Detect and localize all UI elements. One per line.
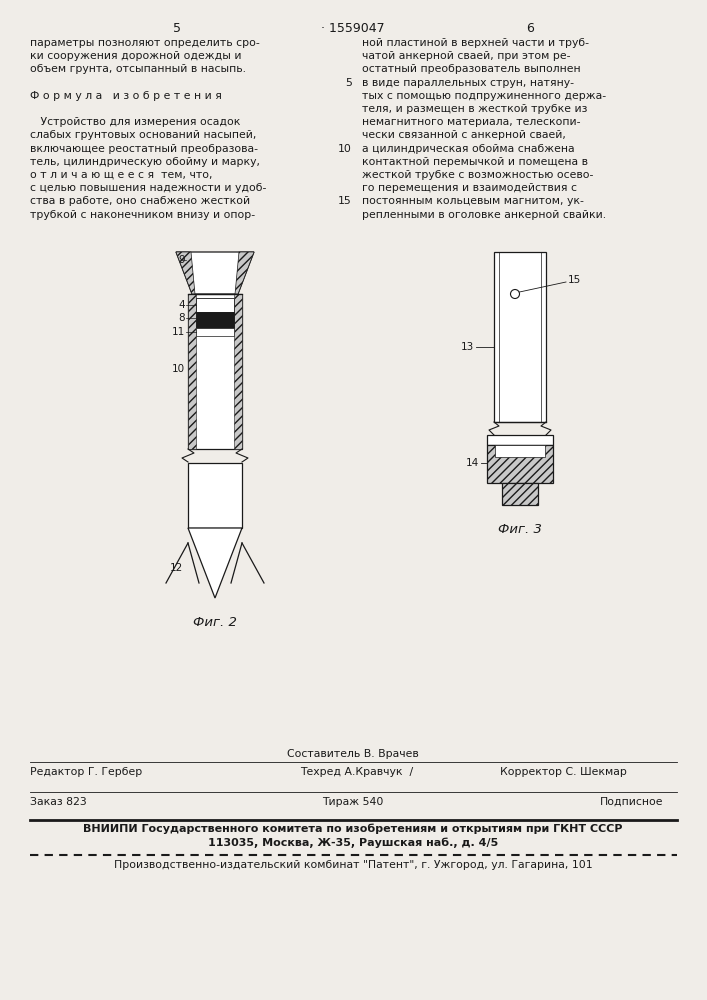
Text: Техред А.Кравчук  /: Техред А.Кравчук / xyxy=(300,767,413,777)
Text: Производственно-издательский комбинат "Патент", г. Ужгород, ул. Гагарина, 101: Производственно-издательский комбинат "П… xyxy=(114,860,592,870)
Polygon shape xyxy=(188,528,242,598)
Text: жесткой трубке с возможностью осево-: жесткой трубке с возможностью осево- xyxy=(362,170,593,180)
Text: ства в работе, оно снабжено жесткой: ства в работе, оно снабжено жесткой xyxy=(30,196,250,206)
Text: 13: 13 xyxy=(461,342,474,352)
Text: Тираж 540: Тираж 540 xyxy=(322,797,384,807)
Polygon shape xyxy=(196,298,234,312)
Text: · 1559047: · 1559047 xyxy=(321,22,385,35)
Polygon shape xyxy=(176,252,195,294)
Text: 10: 10 xyxy=(338,144,352,154)
Text: 5: 5 xyxy=(345,78,352,88)
Text: ки сооружения дорожной одежды и: ки сооружения дорожной одежды и xyxy=(30,51,242,61)
Text: с целью повышения надежности и удоб-: с целью повышения надежности и удоб- xyxy=(30,183,267,193)
Text: Заказ 823: Заказ 823 xyxy=(30,797,87,807)
Polygon shape xyxy=(188,294,242,449)
Text: включающее реостатный преобразова-: включающее реостатный преобразова- xyxy=(30,144,258,154)
Text: ВНИИПИ Государственного комитета по изобретениям и открытиям при ГКНТ СССР: ВНИИПИ Государственного комитета по изоб… xyxy=(83,824,623,834)
Polygon shape xyxy=(487,445,553,483)
Polygon shape xyxy=(196,312,234,328)
Text: чатой анкерной сваей, при этом ре-: чатой анкерной сваей, при этом ре- xyxy=(362,51,571,61)
Text: 10: 10 xyxy=(172,364,185,374)
Text: репленными в оголовке анкерной свайки.: репленными в оголовке анкерной свайки. xyxy=(362,210,606,220)
Polygon shape xyxy=(176,252,254,294)
Text: ной пластиной в верхней части и труб-: ной пластиной в верхней части и труб- xyxy=(362,38,589,48)
Text: го перемещения и взаимодействия с: го перемещения и взаимодействия с xyxy=(362,183,577,193)
Text: Составитель В. Врачев: Составитель В. Врачев xyxy=(287,749,419,759)
Text: параметры позноляют определить сро-: параметры позноляют определить сро- xyxy=(30,38,259,48)
Text: Подписное: Подписное xyxy=(600,797,663,807)
Text: остатный преобразователь выполнен: остатный преобразователь выполнен xyxy=(362,64,580,74)
Text: 6: 6 xyxy=(526,22,534,35)
Text: трубкой с наконечником внизу и опор-: трубкой с наконечником внизу и опор- xyxy=(30,210,255,220)
Polygon shape xyxy=(234,294,242,449)
Text: 5: 5 xyxy=(173,22,181,35)
Polygon shape xyxy=(494,252,546,422)
Text: Устройство для измерения осадок: Устройство для измерения осадок xyxy=(30,117,240,127)
Text: Фиг. 2: Фиг. 2 xyxy=(193,616,237,629)
Text: 15: 15 xyxy=(338,196,352,206)
Text: чески связанной с анкерной сваей,: чески связанной с анкерной сваей, xyxy=(362,130,566,140)
Text: 15: 15 xyxy=(568,275,581,285)
Text: 4: 4 xyxy=(178,300,185,310)
Text: 9: 9 xyxy=(178,255,185,265)
Polygon shape xyxy=(487,435,553,445)
Text: 12: 12 xyxy=(170,563,183,573)
Text: постоянным кольцевым магнитом, ук-: постоянным кольцевым магнитом, ук- xyxy=(362,196,584,206)
Text: тых с помощью подпружиненного держа-: тых с помощью подпружиненного держа- xyxy=(362,91,606,101)
Polygon shape xyxy=(502,483,538,505)
Text: теля, и размещен в жесткой трубке из: теля, и размещен в жесткой трубке из xyxy=(362,104,588,114)
Text: тель, цилиндрическую обойму и марку,: тель, цилиндрическую обойму и марку, xyxy=(30,157,260,167)
Text: в виде параллельных струн, натяну-: в виде параллельных струн, натяну- xyxy=(362,78,574,88)
Polygon shape xyxy=(188,463,242,528)
Text: слабых грунтовых оснований насыпей,: слабых грунтовых оснований насыпей, xyxy=(30,130,257,140)
Text: контактной перемычкой и помещена в: контактной перемычкой и помещена в xyxy=(362,157,588,167)
Text: Ф о р м у л а   и з о б р е т е н и я: Ф о р м у л а и з о б р е т е н и я xyxy=(30,91,222,101)
Polygon shape xyxy=(188,294,196,449)
Polygon shape xyxy=(495,445,545,457)
Text: Корректор С. Шекмар: Корректор С. Шекмар xyxy=(500,767,627,777)
Text: о т л и ч а ю щ е е с я  тем, что,: о т л и ч а ю щ е е с я тем, что, xyxy=(30,170,213,180)
Text: 14: 14 xyxy=(466,458,479,468)
Polygon shape xyxy=(196,328,234,336)
Text: Редактор Г. Гербер: Редактор Г. Гербер xyxy=(30,767,142,777)
Text: 11: 11 xyxy=(172,327,185,337)
Text: 8: 8 xyxy=(178,313,185,323)
Text: а цилиндрическая обойма снабжена: а цилиндрическая обойма снабжена xyxy=(362,144,575,154)
Text: объем грунта, отсыпанный в насыпь.: объем грунта, отсыпанный в насыпь. xyxy=(30,64,246,74)
Text: немагнитного материала, телескопи-: немагнитного материала, телескопи- xyxy=(362,117,580,127)
Text: Фиг. 3: Фиг. 3 xyxy=(498,523,542,536)
Polygon shape xyxy=(235,252,254,294)
Text: 113035, Москва, Ж-35, Раушская наб., д. 4/5: 113035, Москва, Ж-35, Раушская наб., д. … xyxy=(208,838,498,848)
